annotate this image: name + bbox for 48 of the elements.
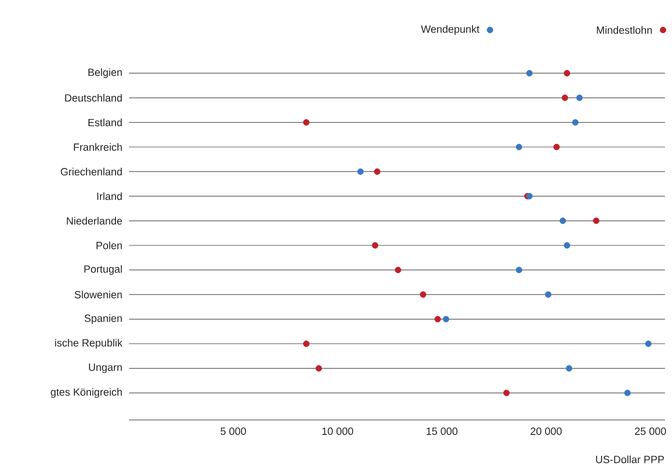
point [316,365,322,372]
x-tick-label: 20 000 [530,428,562,435]
point [545,291,552,298]
point [553,144,560,150]
point [434,316,441,322]
point [303,119,310,126]
point [576,94,583,101]
point [645,340,652,347]
point [516,144,522,150]
y-tick-label: Frankreich [74,143,122,151]
point [592,218,600,224]
y-tick-label: Slowenien [74,290,122,298]
point [303,340,310,347]
x-tick-label: 5 000 [220,428,246,435]
y-tick-label: Estland [88,118,122,126]
point [420,291,426,298]
point [372,242,378,249]
y-tick-label: Niederlande [66,216,122,225]
y-tick-label: Spanien [84,314,122,324]
point [562,94,568,101]
y-tick-label: Irland [97,192,122,200]
y-tick-label: Belgien [88,68,122,78]
x-axis-title: US-Dollar PPP [596,456,664,464]
point [572,119,579,126]
point [374,168,380,175]
point [560,218,566,224]
y-tick-label: Polen [96,242,122,250]
y-tick-label: Portugal [84,265,122,275]
y-tick-label: ische Republik [55,338,122,349]
point [566,365,572,372]
x-tick-label: 10 000 [322,428,354,435]
y-tick-label: Ungarn [88,364,122,374]
y-tick-label: gtes Königreich [50,388,122,398]
y-tick-label: Deutschland [65,94,122,102]
point [357,168,364,175]
legend-label: Mindestlohn [596,26,652,34]
point [394,266,402,274]
point [442,316,450,322]
point [526,70,533,76]
point [503,390,510,396]
point [564,70,570,76]
x-tick-label: 15 000 [426,428,458,435]
point [564,242,570,249]
x-tick-label: 25 000 [634,428,666,435]
y-tick-label: Griechenland [60,168,122,176]
point [624,390,631,396]
legend-label: Wendepunkt [420,25,480,35]
point [516,266,522,274]
